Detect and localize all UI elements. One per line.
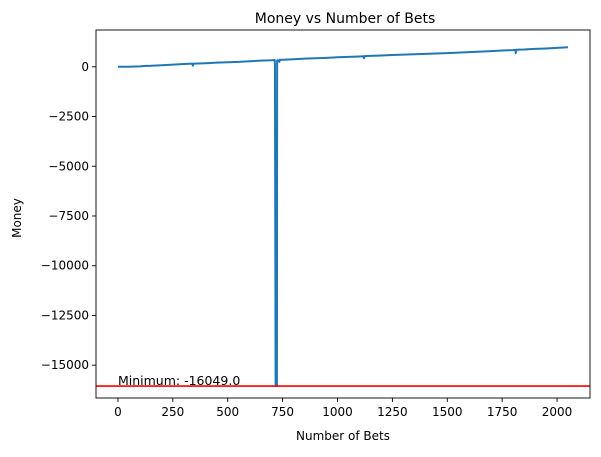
x-tick-label: 250 [161, 405, 184, 419]
minimum-annotation: Minimum: -16049.0 [118, 373, 240, 388]
x-tick-label: 1000 [322, 405, 353, 419]
y-tick-label: −10000 [41, 259, 89, 273]
series-line-1 [117, 46, 569, 388]
x-tick-label: 750 [271, 405, 294, 419]
x-tick-label: 1250 [377, 405, 408, 419]
y-tick-label: −7500 [48, 209, 89, 223]
axes-frame [95, 29, 591, 399]
x-tick-label: 1500 [432, 405, 463, 419]
y-tick-label: −12500 [41, 308, 89, 322]
x-tick-label: 1750 [487, 405, 518, 419]
chart-title: Money vs Number of Bets [255, 11, 436, 27]
y-axis-label: Money [10, 198, 24, 238]
y-tick-label: −15000 [41, 358, 89, 372]
y-tick-label: −5000 [48, 159, 89, 173]
x-tick-label: 500 [216, 405, 239, 419]
x-tick-label: 2000 [542, 405, 573, 419]
x-axis-label: Number of Bets [296, 429, 390, 443]
y-tick-label: −2500 [48, 110, 89, 124]
y-tick-label: 0 [81, 60, 89, 74]
plot-area: Minimum: -16049.0 0 250 500 750 1000 1250 1500 1… [41, 29, 591, 419]
x-tick-label: 0 [114, 405, 122, 419]
